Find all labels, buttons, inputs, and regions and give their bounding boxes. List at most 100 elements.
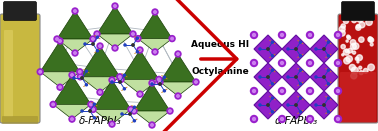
FancyBboxPatch shape	[341, 1, 375, 20]
Circle shape	[271, 97, 273, 99]
Circle shape	[279, 116, 285, 122]
Circle shape	[307, 88, 313, 94]
Circle shape	[271, 83, 273, 85]
Circle shape	[344, 58, 350, 64]
Circle shape	[139, 49, 141, 51]
Circle shape	[114, 5, 116, 7]
Circle shape	[341, 45, 345, 49]
Circle shape	[343, 18, 349, 24]
Circle shape	[154, 51, 156, 53]
Circle shape	[323, 48, 325, 50]
Circle shape	[299, 83, 301, 85]
Circle shape	[307, 116, 313, 122]
Circle shape	[335, 31, 341, 39]
Polygon shape	[254, 91, 282, 119]
Circle shape	[57, 38, 63, 44]
Polygon shape	[40, 41, 80, 72]
Circle shape	[77, 69, 83, 75]
Polygon shape	[282, 91, 310, 119]
Circle shape	[167, 108, 173, 114]
Circle shape	[111, 123, 113, 125]
Circle shape	[352, 67, 358, 74]
Circle shape	[39, 70, 42, 73]
Circle shape	[348, 48, 352, 53]
Circle shape	[137, 91, 143, 97]
Polygon shape	[160, 54, 196, 82]
Circle shape	[280, 62, 284, 64]
Circle shape	[299, 97, 301, 99]
Polygon shape	[80, 46, 120, 77]
FancyBboxPatch shape	[338, 14, 378, 123]
Circle shape	[251, 88, 257, 94]
Circle shape	[346, 40, 348, 42]
Circle shape	[99, 45, 101, 47]
Circle shape	[136, 37, 138, 39]
Circle shape	[114, 47, 116, 49]
Polygon shape	[134, 111, 170, 125]
Circle shape	[96, 36, 98, 38]
Circle shape	[335, 59, 341, 67]
Polygon shape	[57, 11, 93, 39]
Circle shape	[336, 62, 339, 64]
Circle shape	[253, 34, 256, 36]
Circle shape	[360, 18, 364, 21]
Circle shape	[117, 74, 123, 80]
FancyBboxPatch shape	[2, 116, 38, 124]
Circle shape	[109, 77, 115, 83]
Circle shape	[88, 101, 94, 107]
Circle shape	[59, 86, 61, 88]
Circle shape	[130, 31, 136, 37]
Circle shape	[368, 64, 375, 71]
Circle shape	[137, 47, 143, 53]
Circle shape	[336, 118, 339, 121]
Circle shape	[123, 88, 125, 90]
Circle shape	[135, 36, 141, 42]
Circle shape	[156, 76, 162, 82]
Circle shape	[121, 113, 123, 115]
Circle shape	[251, 116, 257, 122]
Circle shape	[259, 104, 261, 106]
Circle shape	[350, 40, 356, 45]
Circle shape	[52, 103, 54, 106]
Circle shape	[336, 34, 339, 36]
Polygon shape	[134, 83, 170, 111]
Circle shape	[74, 10, 76, 12]
Circle shape	[327, 97, 330, 99]
Circle shape	[94, 31, 100, 37]
Circle shape	[323, 104, 325, 106]
Circle shape	[357, 16, 363, 22]
Circle shape	[136, 51, 138, 53]
Circle shape	[159, 81, 161, 83]
Circle shape	[90, 36, 96, 42]
Circle shape	[368, 37, 373, 42]
Circle shape	[111, 79, 113, 81]
Circle shape	[359, 66, 362, 69]
Polygon shape	[53, 104, 91, 119]
Circle shape	[280, 89, 284, 92]
Circle shape	[56, 38, 58, 40]
Circle shape	[315, 48, 317, 50]
Circle shape	[175, 51, 181, 57]
Circle shape	[81, 77, 83, 79]
Circle shape	[295, 76, 297, 78]
Circle shape	[133, 120, 135, 122]
Circle shape	[72, 50, 78, 56]
Circle shape	[287, 76, 289, 78]
Circle shape	[342, 54, 344, 56]
Circle shape	[279, 31, 285, 39]
Circle shape	[152, 9, 158, 15]
Polygon shape	[121, 50, 159, 79]
Circle shape	[308, 89, 311, 92]
Circle shape	[158, 78, 160, 81]
Circle shape	[171, 37, 174, 40]
Circle shape	[128, 106, 134, 112]
Circle shape	[96, 33, 98, 35]
Circle shape	[195, 81, 197, 83]
Circle shape	[93, 103, 95, 105]
Circle shape	[299, 111, 301, 113]
Circle shape	[118, 76, 124, 82]
Polygon shape	[121, 79, 159, 94]
Circle shape	[169, 36, 175, 42]
Circle shape	[111, 81, 113, 83]
Circle shape	[347, 35, 350, 38]
